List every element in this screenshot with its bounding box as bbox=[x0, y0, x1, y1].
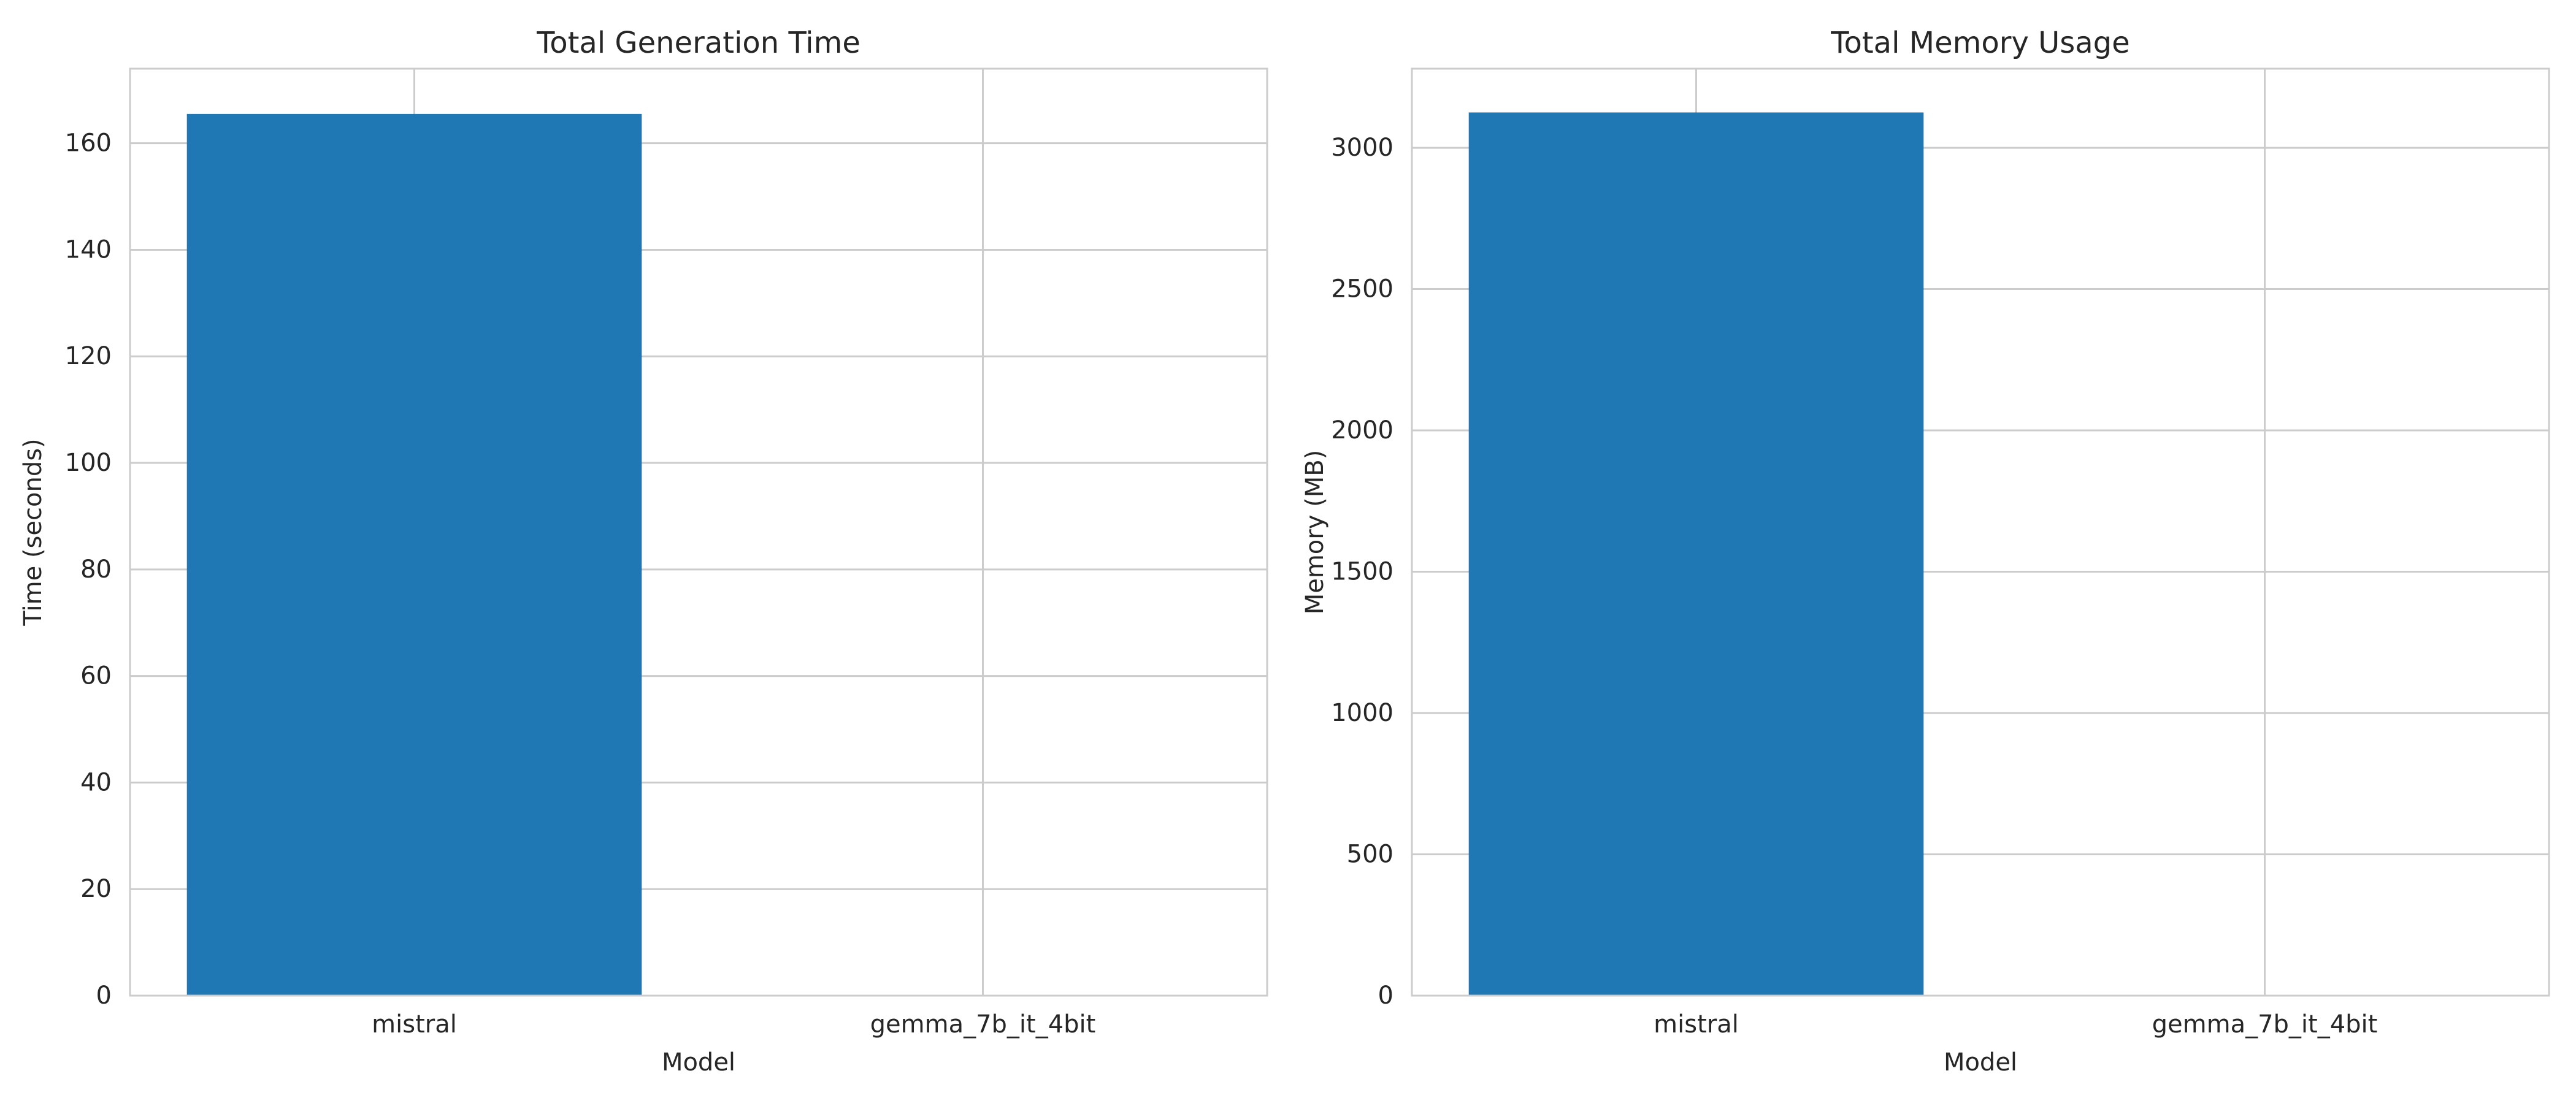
y-tick-label: 500 bbox=[1347, 841, 1393, 869]
axes-frame bbox=[1411, 67, 2550, 997]
axes-frame bbox=[129, 67, 1268, 997]
y-tick-label: 0 bbox=[96, 982, 112, 1010]
x-tick-label: gemma_7b_it_4bit bbox=[870, 1010, 1096, 1039]
y-axis-label: Time (seconds) bbox=[19, 438, 47, 626]
x-tick-label: gemma_7b_it_4bit bbox=[2152, 1010, 2378, 1039]
y-tick-label: 40 bbox=[80, 768, 112, 796]
x-tick-label: mistral bbox=[372, 1010, 457, 1039]
y-axis-label: Memory (MB) bbox=[1301, 450, 1329, 615]
chart-panel-1: 0 20 40 60 80 100 120 140 160 mistral gemma_7b_it_… bbox=[19, 26, 1268, 1077]
chart-title: Total Generation Time bbox=[536, 26, 861, 60]
y-tick-label: 160 bbox=[65, 129, 112, 158]
y-tick-label: 100 bbox=[65, 449, 112, 477]
y-tick-label: 2500 bbox=[1331, 275, 1393, 303]
x-tick-label: mistral bbox=[1654, 1010, 1739, 1039]
y-tick-label: 140 bbox=[65, 235, 112, 264]
y-tick-label: 20 bbox=[80, 875, 112, 903]
bar-mistral bbox=[1468, 112, 1924, 996]
chart-title: Total Memory Usage bbox=[1830, 26, 2129, 60]
y-tick-label: 120 bbox=[65, 342, 112, 370]
y-tick-label: 3000 bbox=[1331, 134, 1393, 162]
y-tick-label: 80 bbox=[80, 555, 112, 584]
y-tick-label: 1000 bbox=[1331, 699, 1393, 727]
chart-panel-2: 0 500 1000 1500 2000 2500 3000 mistral gemma_7b_… bbox=[1301, 26, 2550, 1077]
y-tick-label: 2000 bbox=[1331, 416, 1393, 444]
x-axis-label: Model bbox=[662, 1048, 735, 1077]
y-tick-label: 60 bbox=[80, 662, 112, 690]
x-axis-label: Model bbox=[1944, 1048, 2017, 1077]
y-tick-label: 1500 bbox=[1331, 558, 1393, 586]
bar-mistral bbox=[186, 113, 642, 996]
y-tick-label: 0 bbox=[1378, 982, 1393, 1010]
